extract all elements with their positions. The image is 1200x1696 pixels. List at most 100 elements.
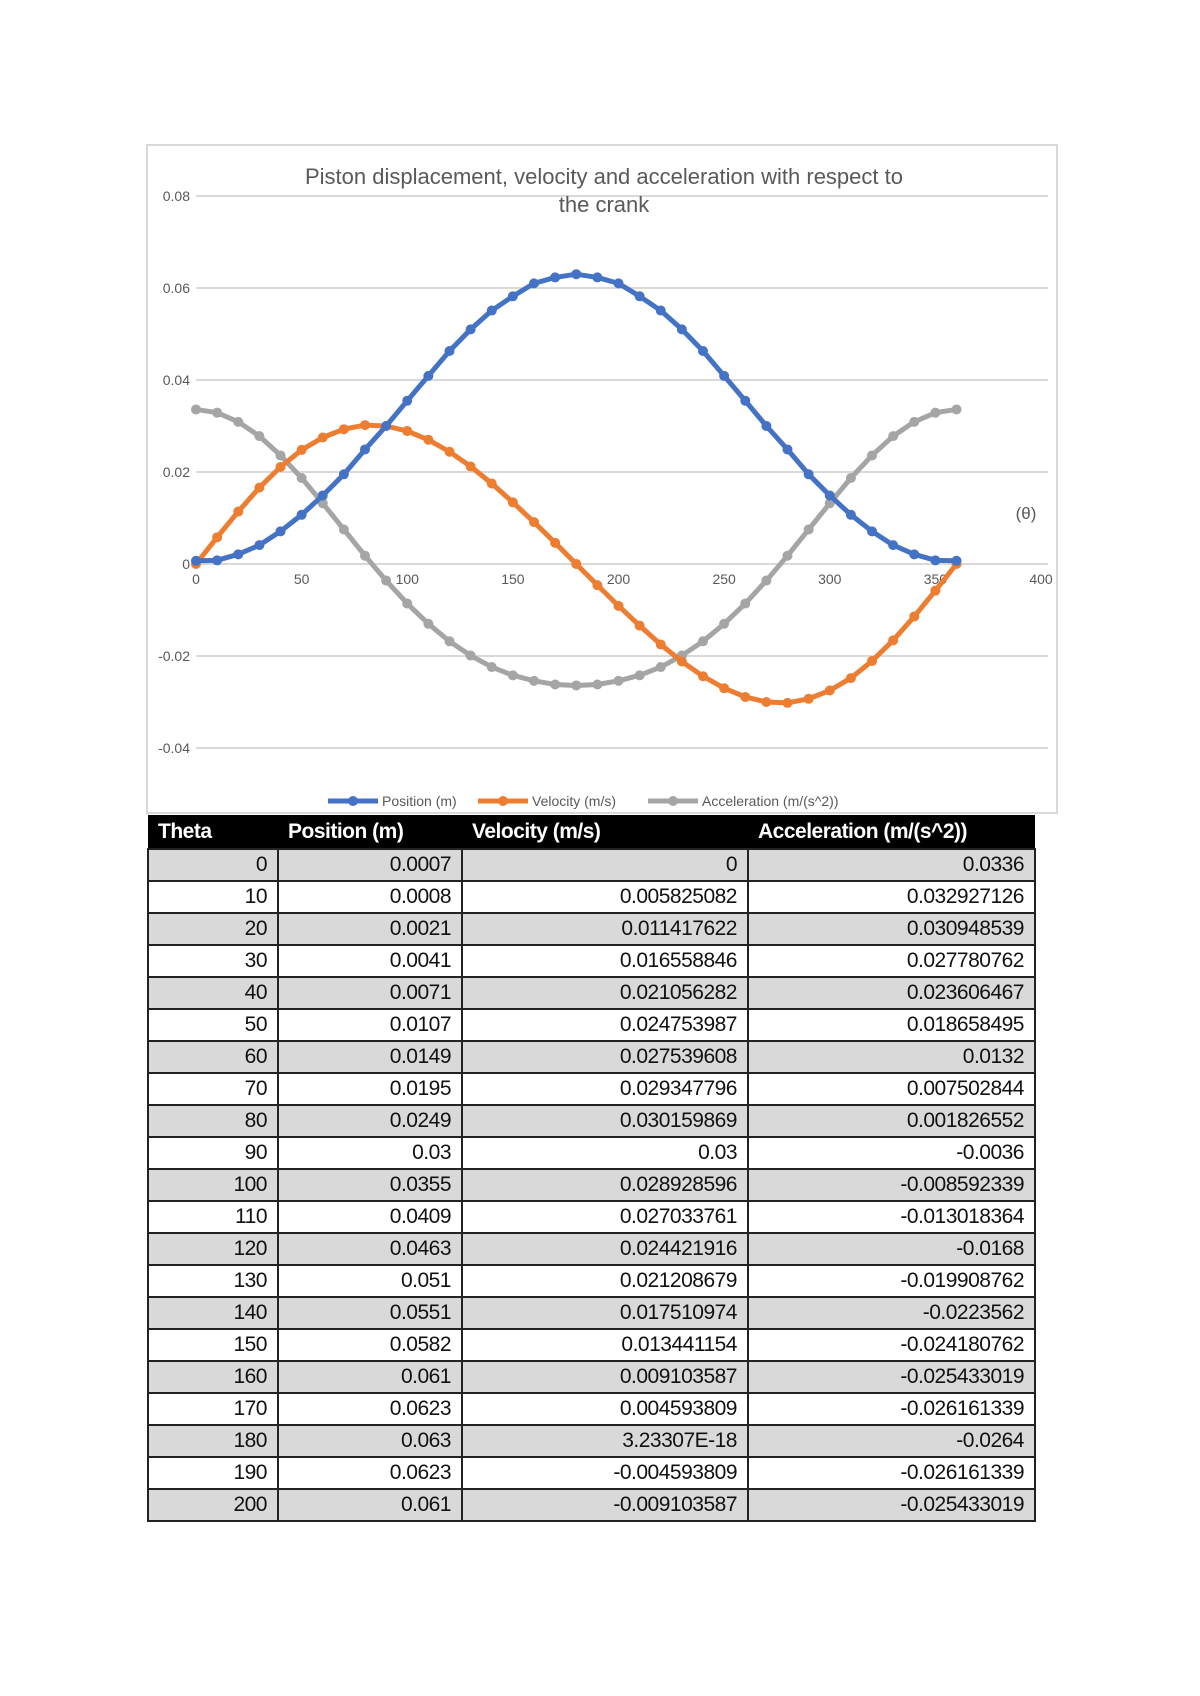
data-point <box>740 691 751 702</box>
x-tick-label: 100 <box>396 571 420 587</box>
data-point <box>381 421 392 431</box>
data-point <box>571 680 582 691</box>
data-point <box>782 444 793 455</box>
legend-label: Acceleration (m/(s^2)) <box>702 793 839 809</box>
cell-theta: 80 <box>147 1104 279 1138</box>
cell-acceleration: 0.001826552 <box>747 1104 1036 1138</box>
table-row: 60 0.0149 0.027539608 0.0132 <box>147 1040 1036 1074</box>
table-row: 20 0.0021 0.011417622 0.030948539 <box>147 912 1036 946</box>
cell-velocity: 0.017510974 <box>461 1296 749 1330</box>
data-point <box>233 506 244 517</box>
table-row: 10 0.0008 0.005825082 0.032927126 <box>147 880 1036 914</box>
table-row: 110 0.0409 0.027033761 -0.013018364 <box>147 1200 1036 1234</box>
cell-acceleration: 0.027780762 <box>747 944 1036 978</box>
chart-title: Piston displacement, velocity and accele… <box>305 164 903 189</box>
chart-title-line2: the crank <box>559 192 650 217</box>
data-point <box>909 611 920 622</box>
cell-velocity: 0.021056282 <box>461 976 749 1010</box>
table-row: 120 0.0463 0.024421916 -0.0168 <box>147 1232 1036 1266</box>
cell-theta: 190 <box>147 1456 279 1490</box>
data-point <box>592 679 603 690</box>
data-point <box>360 444 370 455</box>
chart: Piston displacement, velocity and accele… <box>146 144 1058 814</box>
table-row: 130 0.051 0.021208679 -0.019908762 <box>147 1264 1036 1298</box>
table-row: 180 0.063 3.23307E-18 -0.0264 <box>147 1424 1036 1458</box>
x-axis-ticks: 0 50 100 150 200 250 300 350 400 <box>192 571 1053 587</box>
data-point <box>888 540 899 551</box>
data-point <box>423 618 434 629</box>
cell-acceleration: -0.013018364 <box>747 1200 1036 1234</box>
series-line <box>195 271 957 564</box>
data-point <box>782 697 793 708</box>
data-point <box>275 461 286 472</box>
data-point <box>655 639 666 650</box>
data-point <box>212 407 223 418</box>
cell-theta: 130 <box>147 1264 279 1298</box>
data-point <box>275 450 286 461</box>
data-point <box>761 421 772 431</box>
x-tick-label: 0 <box>192 571 200 587</box>
data-point <box>719 683 730 694</box>
table-row: 80 0.0249 0.030159869 0.001826552 <box>147 1104 1036 1138</box>
cell-position: 0.0409 <box>277 1200 463 1234</box>
cell-position: 0.0249 <box>277 1104 463 1138</box>
header-theta: Theta <box>148 815 278 849</box>
cell-acceleration: 0.030948539 <box>747 912 1036 946</box>
data-point <box>338 424 349 435</box>
cell-velocity: 0.03 <box>461 1136 749 1170</box>
data-point <box>317 490 328 501</box>
data-point <box>465 650 476 661</box>
data-point <box>212 555 223 566</box>
legend-label: Velocity (m/s) <box>532 793 616 809</box>
data-point <box>296 509 307 520</box>
data-point <box>676 324 687 335</box>
y-tick-label: 0.02 <box>163 464 190 480</box>
table-header-row: Theta Position (m) Velocity (m/s) Accele… <box>148 815 1035 849</box>
data-point <box>571 269 582 280</box>
data-point <box>296 472 307 483</box>
data-point <box>360 550 370 561</box>
data-point <box>867 450 877 461</box>
cell-velocity: -0.009103587 <box>461 1488 749 1522</box>
cell-velocity: 0.029347796 <box>461 1072 749 1106</box>
cell-position: 0.0008 <box>277 880 463 914</box>
data-point <box>550 272 561 283</box>
cell-theta: 120 <box>147 1232 279 1266</box>
cell-position: 0.0007 <box>277 848 463 882</box>
table-row: 160 0.061 0.009103587 -0.025433019 <box>147 1360 1036 1394</box>
table-row: 200 0.061 -0.009103587 -0.025433019 <box>147 1488 1036 1522</box>
cell-acceleration: -0.0168 <box>747 1232 1036 1266</box>
data-point <box>529 517 539 528</box>
cell-velocity: 0.027033761 <box>461 1200 749 1234</box>
data-point <box>423 434 434 445</box>
data-point <box>550 537 561 548</box>
y-tick-label: 0.04 <box>163 372 190 388</box>
data-point <box>254 540 265 551</box>
data-point <box>444 446 455 457</box>
cell-acceleration: 0.032927126 <box>747 880 1036 914</box>
data-point <box>529 675 539 686</box>
data-point <box>888 635 899 646</box>
series-group <box>191 269 962 708</box>
cell-acceleration: -0.008592339 <box>747 1168 1036 1202</box>
table-row: 170 0.0623 0.004593809 -0.026161339 <box>147 1392 1036 1426</box>
data-point <box>761 697 772 707</box>
data-point <box>845 472 856 483</box>
cell-theta: 20 <box>147 912 279 946</box>
cell-theta: 140 <box>147 1296 279 1330</box>
cell-position: 0.051 <box>277 1264 463 1298</box>
data-point <box>655 662 666 673</box>
data-point <box>444 346 455 357</box>
cell-acceleration: -0.025433019 <box>747 1360 1036 1394</box>
data-point <box>761 575 772 586</box>
cell-acceleration: -0.025433019 <box>747 1488 1036 1522</box>
data-point <box>275 526 286 537</box>
cell-position: 0.061 <box>277 1488 463 1522</box>
series-line <box>195 406 957 688</box>
data-point <box>191 555 201 566</box>
data-point <box>824 490 835 501</box>
data-point <box>338 524 349 535</box>
data-point <box>507 497 518 508</box>
cell-theta: 40 <box>147 976 279 1010</box>
table-row: 100 0.0355 0.028928596 -0.008592339 <box>147 1168 1036 1202</box>
